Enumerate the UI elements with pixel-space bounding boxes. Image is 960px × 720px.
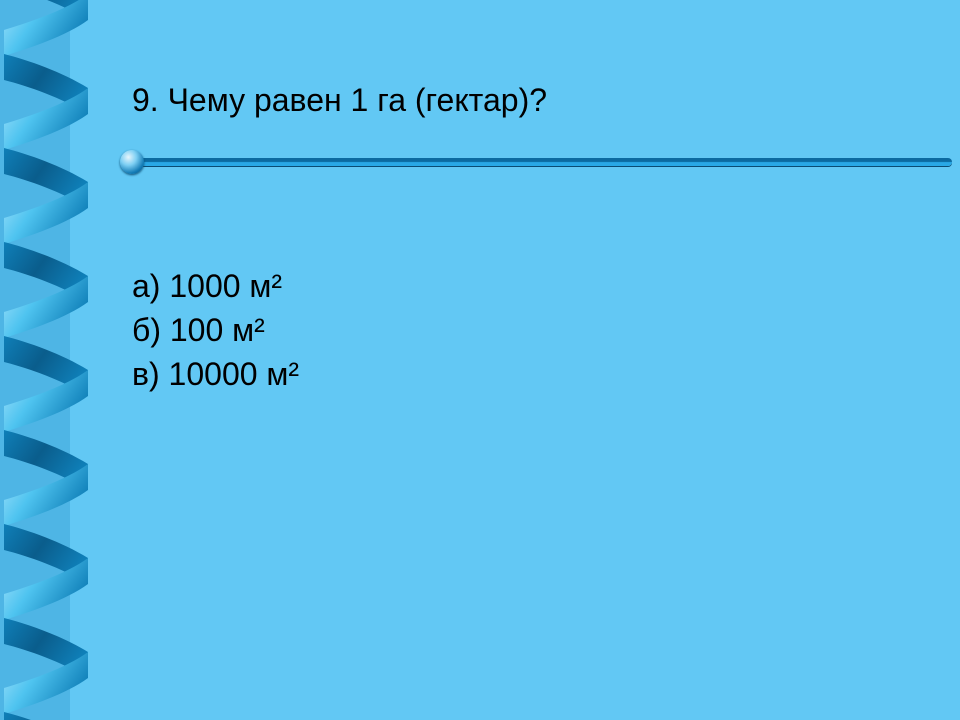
question-text: 9. Чему равен 1 га (гектар)? (132, 80, 920, 122)
divider-knob (120, 150, 144, 174)
divider-line (140, 158, 952, 166)
answer-list: а) 1000 м² б) 100 м² в) 10000 м² (132, 264, 920, 396)
slide: 9. Чему равен 1 га (гектар)? а) 1000 м² … (0, 0, 960, 720)
spiral-svg (0, 0, 92, 720)
answer-option-c: в) 10000 м² (132, 352, 920, 396)
answer-option-a: а) 1000 м² (132, 264, 920, 308)
answer-option-b: б) 100 м² (132, 308, 920, 352)
spiral-decoration (0, 0, 92, 720)
content-area: 9. Чему равен 1 га (гектар)? а) 1000 м² … (132, 80, 920, 396)
divider (132, 150, 952, 174)
